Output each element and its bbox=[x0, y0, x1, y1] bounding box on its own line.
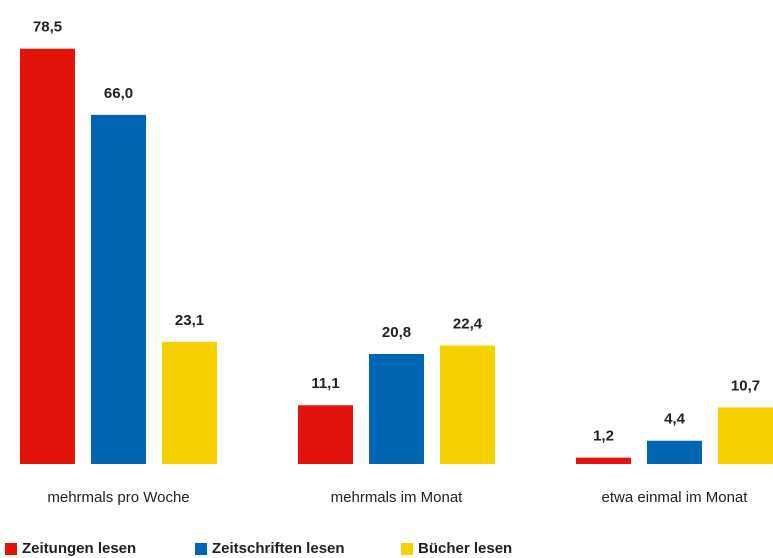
bar bbox=[647, 440, 702, 464]
x-tick-label: mehrmals pro Woche bbox=[47, 489, 189, 506]
bar bbox=[298, 405, 353, 464]
x-tick-label: etwa einmal im Monat bbox=[602, 489, 749, 506]
value-label: 78,5 bbox=[33, 19, 62, 36]
value-label: 66,0 bbox=[104, 85, 133, 102]
legend-swatch bbox=[401, 543, 413, 555]
bar bbox=[91, 114, 146, 465]
value-label: 20,8 bbox=[382, 324, 411, 341]
bar bbox=[718, 407, 773, 464]
value-label: 11,1 bbox=[311, 375, 339, 392]
value-label: 1,2 bbox=[593, 428, 614, 445]
legend-label: Bücher lesen bbox=[418, 540, 512, 557]
value-label: 10,7 bbox=[731, 377, 760, 394]
x-tick-label: mehrmals im Monat bbox=[331, 489, 464, 506]
bar bbox=[369, 353, 424, 464]
bar bbox=[162, 341, 217, 464]
bar bbox=[576, 457, 631, 464]
value-label: 4,4 bbox=[664, 411, 686, 428]
bar bbox=[440, 345, 495, 464]
legend-label: Zeitschriften lesen bbox=[212, 540, 345, 557]
value-label: 22,4 bbox=[453, 315, 483, 332]
value-label: 23,1 bbox=[175, 312, 204, 329]
legend-swatch bbox=[195, 543, 207, 555]
legend-label: Zeitungen lesen bbox=[22, 540, 136, 557]
legend-swatch bbox=[5, 543, 17, 555]
bar bbox=[20, 48, 75, 465]
